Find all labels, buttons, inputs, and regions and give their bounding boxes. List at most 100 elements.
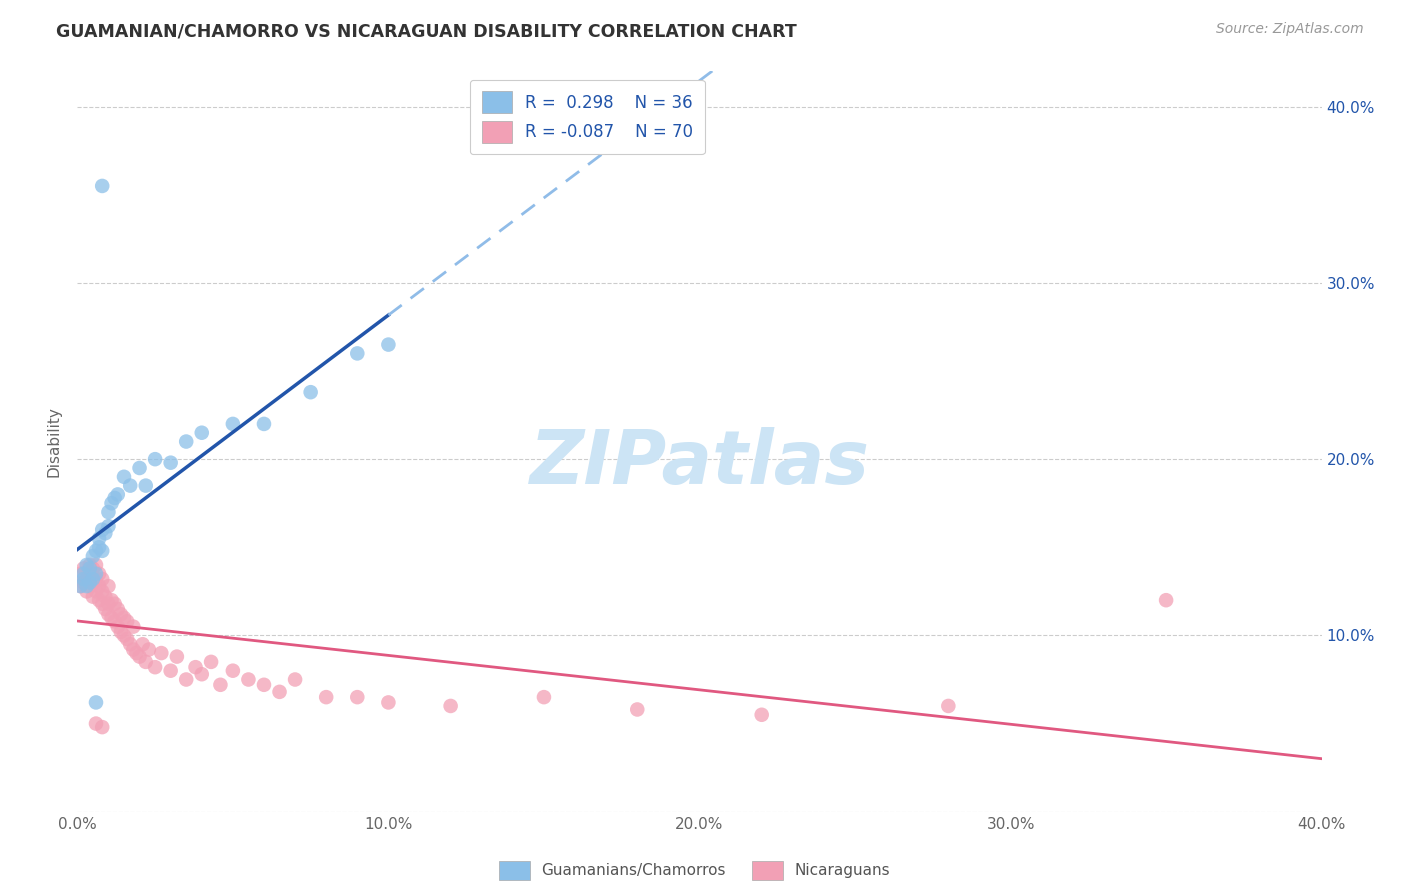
- Point: [128, 649, 150, 664]
- Point: [110, 624, 132, 639]
- Point: [91, 584, 114, 599]
- Point: [299, 385, 322, 400]
- Point: [120, 637, 142, 651]
- Point: [253, 678, 276, 692]
- Point: [84, 558, 107, 572]
- Point: [104, 491, 127, 505]
- Point: [191, 425, 214, 440]
- Point: [115, 632, 138, 646]
- Point: [97, 519, 120, 533]
- Point: [377, 337, 399, 351]
- Point: [79, 579, 101, 593]
- Point: [69, 579, 91, 593]
- Point: [377, 695, 399, 709]
- Point: [110, 607, 132, 622]
- Point: [76, 584, 98, 599]
- Point: [120, 478, 142, 492]
- Point: [150, 646, 173, 660]
- Point: [84, 572, 107, 586]
- Point: [82, 561, 104, 575]
- Text: Source: ZipAtlas.com: Source: ZipAtlas.com: [1216, 22, 1364, 37]
- Point: [533, 690, 555, 705]
- Point: [131, 637, 153, 651]
- Point: [69, 579, 91, 593]
- Point: [440, 698, 463, 713]
- Point: [87, 532, 110, 546]
- Point: [97, 579, 120, 593]
- Point: [112, 628, 135, 642]
- Point: [135, 478, 157, 492]
- Point: [79, 558, 101, 572]
- Point: [112, 470, 135, 484]
- Point: [79, 561, 101, 575]
- Point: [97, 505, 120, 519]
- Point: [87, 566, 110, 581]
- Point: [76, 558, 98, 572]
- Point: [209, 678, 232, 692]
- Point: [72, 566, 94, 581]
- Point: [143, 660, 166, 674]
- Point: [191, 667, 214, 681]
- Point: [222, 417, 245, 431]
- Point: [82, 572, 104, 586]
- Point: [107, 602, 129, 616]
- Point: [82, 590, 104, 604]
- Point: [159, 456, 181, 470]
- Point: [115, 615, 138, 629]
- Point: [122, 642, 145, 657]
- Point: [107, 619, 129, 633]
- Point: [751, 707, 773, 722]
- Y-axis label: Disability: Disability: [46, 406, 62, 477]
- Point: [112, 611, 135, 625]
- Point: [84, 584, 107, 599]
- Point: [69, 566, 91, 581]
- Point: [143, 452, 166, 467]
- Text: Nicaraguans: Nicaraguans: [794, 863, 890, 878]
- Point: [84, 716, 107, 731]
- Point: [91, 523, 114, 537]
- Point: [100, 593, 122, 607]
- Point: [97, 597, 120, 611]
- Point: [97, 607, 120, 622]
- Point: [91, 597, 114, 611]
- Point: [253, 417, 276, 431]
- Point: [346, 346, 368, 360]
- Point: [166, 649, 188, 664]
- Point: [284, 673, 307, 687]
- Point: [200, 655, 222, 669]
- Point: [184, 660, 207, 674]
- Point: [72, 575, 94, 590]
- Point: [100, 496, 122, 510]
- Point: [91, 178, 114, 193]
- Point: [84, 544, 107, 558]
- Point: [104, 597, 127, 611]
- Point: [222, 664, 245, 678]
- Point: [87, 579, 110, 593]
- Point: [82, 575, 104, 590]
- Point: [104, 615, 127, 629]
- Point: [84, 695, 107, 709]
- Point: [91, 572, 114, 586]
- Text: Guamanians/Chamorros: Guamanians/Chamorros: [541, 863, 725, 878]
- Point: [174, 673, 197, 687]
- Point: [1154, 593, 1177, 607]
- Point: [72, 572, 94, 586]
- Text: ZIPatlas: ZIPatlas: [530, 427, 869, 500]
- Point: [238, 673, 260, 687]
- Point: [107, 487, 129, 501]
- Point: [94, 602, 117, 616]
- Point: [76, 579, 98, 593]
- Point: [269, 685, 291, 699]
- Point: [91, 720, 114, 734]
- Point: [82, 549, 104, 563]
- Point: [138, 642, 160, 657]
- Point: [346, 690, 368, 705]
- Point: [79, 575, 101, 590]
- Point: [91, 544, 114, 558]
- Point: [135, 655, 157, 669]
- Point: [94, 590, 117, 604]
- Point: [94, 526, 117, 541]
- Point: [84, 566, 107, 581]
- Point: [938, 698, 960, 713]
- Point: [125, 646, 148, 660]
